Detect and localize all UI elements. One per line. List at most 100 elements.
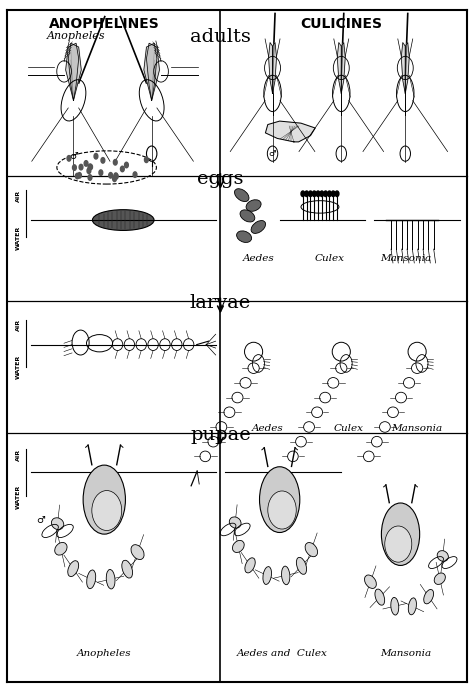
Circle shape bbox=[75, 173, 79, 179]
Ellipse shape bbox=[437, 551, 448, 561]
Circle shape bbox=[94, 154, 98, 159]
Ellipse shape bbox=[246, 200, 261, 211]
Circle shape bbox=[67, 156, 71, 161]
Circle shape bbox=[335, 191, 339, 197]
Ellipse shape bbox=[434, 573, 446, 585]
Ellipse shape bbox=[122, 561, 133, 578]
Text: pupae: pupae bbox=[190, 426, 251, 444]
Circle shape bbox=[324, 191, 328, 197]
Ellipse shape bbox=[365, 575, 376, 588]
Circle shape bbox=[316, 191, 320, 197]
Text: Mansonia: Mansonia bbox=[392, 424, 443, 433]
Circle shape bbox=[120, 166, 124, 172]
Ellipse shape bbox=[68, 561, 79, 576]
Polygon shape bbox=[405, 43, 409, 93]
Polygon shape bbox=[65, 43, 79, 100]
Circle shape bbox=[87, 168, 91, 174]
Ellipse shape bbox=[268, 491, 296, 529]
Text: ANOPHELINES: ANOPHELINES bbox=[49, 17, 160, 31]
Circle shape bbox=[89, 164, 92, 170]
Ellipse shape bbox=[263, 567, 272, 585]
Ellipse shape bbox=[232, 540, 244, 552]
Ellipse shape bbox=[92, 491, 122, 531]
Ellipse shape bbox=[51, 518, 64, 529]
Polygon shape bbox=[341, 43, 345, 93]
Text: Culex: Culex bbox=[333, 424, 364, 433]
Ellipse shape bbox=[55, 543, 67, 555]
Circle shape bbox=[320, 191, 324, 197]
Text: Aedes: Aedes bbox=[243, 254, 274, 263]
Text: AIR: AIR bbox=[16, 190, 20, 202]
Ellipse shape bbox=[251, 221, 265, 233]
Text: adults: adults bbox=[190, 28, 251, 46]
Ellipse shape bbox=[305, 543, 318, 556]
Text: AIR: AIR bbox=[16, 319, 20, 331]
Text: Mansonia: Mansonia bbox=[380, 649, 431, 658]
Circle shape bbox=[125, 162, 128, 167]
Circle shape bbox=[88, 174, 92, 180]
Text: AIR: AIR bbox=[16, 448, 20, 461]
Circle shape bbox=[114, 173, 118, 179]
Polygon shape bbox=[68, 43, 82, 100]
Text: larvae: larvae bbox=[190, 294, 251, 312]
Circle shape bbox=[113, 176, 117, 181]
Ellipse shape bbox=[385, 526, 412, 562]
Polygon shape bbox=[146, 43, 159, 100]
Circle shape bbox=[113, 160, 117, 165]
Circle shape bbox=[73, 165, 76, 170]
Polygon shape bbox=[265, 121, 315, 142]
Circle shape bbox=[88, 164, 92, 170]
Polygon shape bbox=[144, 43, 157, 100]
Circle shape bbox=[331, 191, 335, 197]
Circle shape bbox=[99, 170, 103, 176]
Ellipse shape bbox=[282, 566, 290, 585]
Text: Anopheles: Anopheles bbox=[46, 31, 105, 41]
Ellipse shape bbox=[245, 558, 255, 573]
Text: Aedes: Aedes bbox=[252, 424, 283, 433]
Text: Culex: Culex bbox=[314, 254, 345, 263]
Polygon shape bbox=[269, 43, 273, 93]
Circle shape bbox=[78, 172, 82, 178]
Circle shape bbox=[305, 191, 309, 197]
Ellipse shape bbox=[296, 557, 307, 574]
Ellipse shape bbox=[106, 570, 115, 589]
Text: WATER: WATER bbox=[16, 226, 20, 250]
Text: WATER: WATER bbox=[16, 355, 20, 379]
Circle shape bbox=[84, 161, 88, 166]
Circle shape bbox=[328, 191, 331, 197]
Ellipse shape bbox=[131, 545, 144, 560]
Ellipse shape bbox=[391, 597, 399, 615]
Polygon shape bbox=[401, 43, 405, 93]
Ellipse shape bbox=[375, 589, 385, 606]
Ellipse shape bbox=[408, 598, 417, 614]
Text: ♂: ♂ bbox=[269, 149, 276, 158]
Ellipse shape bbox=[229, 517, 241, 528]
Ellipse shape bbox=[92, 210, 154, 230]
Circle shape bbox=[309, 191, 312, 197]
Circle shape bbox=[109, 172, 112, 178]
Text: Mansonia: Mansonia bbox=[380, 254, 431, 263]
Polygon shape bbox=[337, 43, 341, 93]
Circle shape bbox=[301, 191, 305, 197]
Text: WATER: WATER bbox=[16, 484, 20, 509]
Circle shape bbox=[101, 158, 105, 163]
Circle shape bbox=[312, 191, 316, 197]
Text: Aedes and  Culex: Aedes and Culex bbox=[237, 649, 328, 658]
Circle shape bbox=[133, 172, 137, 177]
Polygon shape bbox=[273, 43, 276, 93]
Circle shape bbox=[145, 157, 148, 163]
Circle shape bbox=[79, 164, 83, 170]
Ellipse shape bbox=[382, 503, 419, 565]
Ellipse shape bbox=[235, 189, 249, 201]
Ellipse shape bbox=[237, 231, 252, 242]
Ellipse shape bbox=[240, 210, 255, 222]
Text: eggs: eggs bbox=[197, 170, 244, 188]
Text: ♂: ♂ bbox=[69, 151, 78, 161]
Text: ♂: ♂ bbox=[36, 516, 45, 525]
Ellipse shape bbox=[259, 466, 300, 533]
Ellipse shape bbox=[424, 590, 434, 604]
Text: CULICINES: CULICINES bbox=[301, 17, 382, 31]
Text: Anopheles: Anopheles bbox=[77, 649, 132, 658]
Ellipse shape bbox=[87, 570, 96, 589]
Circle shape bbox=[114, 174, 118, 179]
